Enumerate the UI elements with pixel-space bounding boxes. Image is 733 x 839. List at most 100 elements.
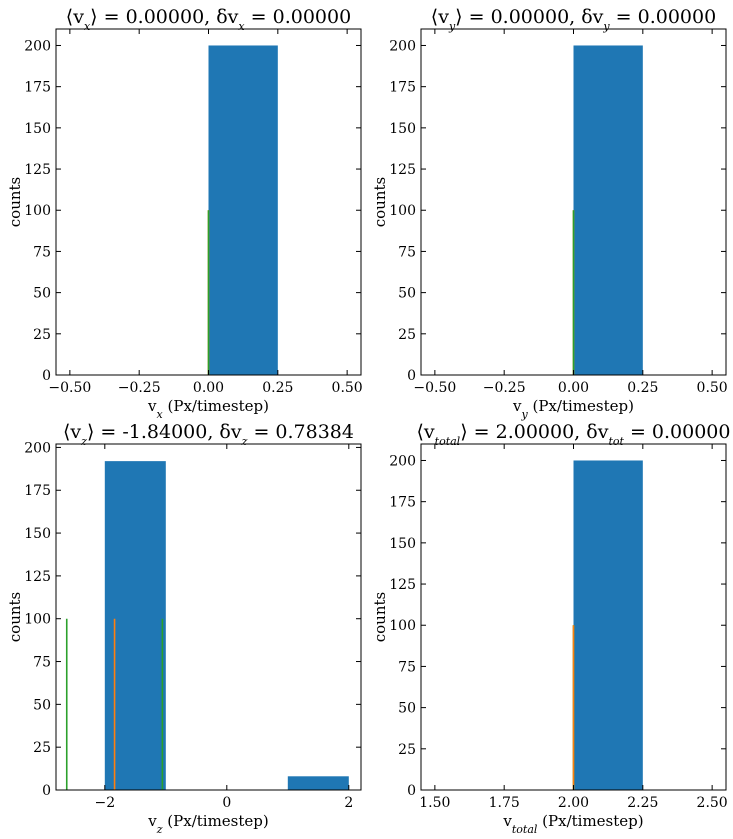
chart-title-subscript: y xyxy=(448,20,456,33)
y-tick-label: 50 xyxy=(398,701,416,717)
y-tick-label: 175 xyxy=(24,80,51,96)
x-tick-label: −0.50 xyxy=(48,380,91,396)
y-tick-label: 175 xyxy=(389,80,416,96)
x-axis-label-part: v xyxy=(147,812,157,830)
y-tick-label: 75 xyxy=(398,659,416,675)
y-tick-label: 50 xyxy=(398,286,416,302)
x-axis-label-subscript: z xyxy=(156,823,163,836)
x-axis-label-part: (Px/timestep) xyxy=(537,812,643,830)
x-tick-label: 1.50 xyxy=(419,795,450,811)
x-tick-label: 2.50 xyxy=(697,795,728,811)
y-tick-label: 125 xyxy=(24,162,51,178)
x-axis-label-subscript: total xyxy=(512,823,538,836)
plot-frame xyxy=(55,443,362,791)
y-tick-label: 75 xyxy=(33,655,51,671)
chart-title-subscript: z xyxy=(80,435,87,448)
chart-title: ⟨vx⟩ = 0.00000, δvx = 0.00000 xyxy=(66,6,351,33)
y-tick-label: 0 xyxy=(407,368,416,384)
y-tick-label: 200 xyxy=(389,38,416,54)
x-tick-label: −0.25 xyxy=(118,380,161,396)
y-axis-label: counts xyxy=(6,592,24,642)
y-tick-label: 200 xyxy=(389,453,416,469)
x-tick-label: 0.50 xyxy=(697,380,728,396)
chart-title-part: = 0.00000 xyxy=(610,6,717,28)
y-axis-label: counts xyxy=(371,177,389,227)
y-tick-label: 125 xyxy=(389,577,416,593)
x-tick-label: −0.25 xyxy=(483,380,526,396)
chart-title-part: ⟩ = -1.84000, δv xyxy=(87,421,242,443)
x-axis-label-part: v xyxy=(502,812,512,830)
histogram-bar xyxy=(287,776,349,790)
x-axis-label-part: v xyxy=(147,397,157,415)
x-axis-label: vx (Px/timestep) xyxy=(147,397,269,421)
x-axis-label-part: v xyxy=(512,397,522,415)
y-tick-label: 100 xyxy=(389,203,416,219)
y-tick-label: 150 xyxy=(24,121,51,137)
chart-title-part: ⟨v xyxy=(431,6,449,28)
chart-title-subscript: z xyxy=(241,435,248,448)
y-axis-label: counts xyxy=(371,592,389,642)
y-tick-label: 200 xyxy=(24,38,51,54)
histogram-bar xyxy=(573,460,643,790)
x-tick-label: 0.00 xyxy=(193,380,224,396)
chart-title-subscript: total xyxy=(435,435,461,448)
chart-title: ⟨vy⟩ = 0.00000, δvy = 0.00000 xyxy=(431,6,716,33)
x-axis-label-subscript: x xyxy=(157,408,164,421)
y-tick-label: 75 xyxy=(33,244,51,260)
x-tick-label: 0.50 xyxy=(332,380,363,396)
chart-title-part: = 0.00000 xyxy=(245,6,352,28)
y-tick-label: 150 xyxy=(389,121,416,137)
chart-title-part: ⟩ = 0.00000, δv xyxy=(90,6,238,28)
chart-title: ⟨vz⟩ = -1.84000, δvz = 0.78384 xyxy=(63,421,354,448)
x-axis-label-part: (Px/timestep) xyxy=(163,397,269,415)
y-tick-label: 125 xyxy=(389,162,416,178)
y-tick-label: 125 xyxy=(24,569,51,585)
x-tick-label: 0.00 xyxy=(558,380,589,396)
y-tick-label: 50 xyxy=(33,697,51,713)
y-tick-label: 150 xyxy=(389,536,416,552)
x-axis-label: vy (Px/timestep) xyxy=(512,397,634,421)
subplot-1: −0.50 −0.25 0.00 0.25 0.50 0 25 50 75 100 125 150 17… xyxy=(6,6,363,421)
chart-title-part: = 0.78384 xyxy=(247,421,354,443)
x-tick-label: 2.00 xyxy=(558,795,589,811)
chart-title-part: ⟩ = 0.00000, δv xyxy=(455,6,603,28)
chart-title-part: = 0.00000 xyxy=(624,421,731,443)
y-tick-label: 100 xyxy=(24,203,51,219)
y-axis-label: counts xyxy=(6,177,24,227)
y-tick-label: 0 xyxy=(407,783,416,799)
x-tick-label: 0.25 xyxy=(262,380,293,396)
x-tick-label: 1.75 xyxy=(489,795,520,811)
x-axis-label: vtotal (Px/timestep) xyxy=(502,812,643,836)
chart-title: ⟨vtotal⟩ = 2.00000, δvtot = 0.00000 xyxy=(417,421,731,448)
x-axis-label-part: (Px/timestep) xyxy=(528,397,634,415)
y-tick-label: 25 xyxy=(33,327,51,343)
y-tick-label: 25 xyxy=(398,742,416,758)
x-axis-label-subscript: y xyxy=(521,408,529,421)
x-tick-label: 0.25 xyxy=(627,380,658,396)
chart-title-part: ⟩ = 2.00000, δv xyxy=(460,421,608,443)
chart-title-subscript: x xyxy=(84,20,91,33)
chart-title-subscript: y xyxy=(602,20,610,33)
x-tick-label: −2 xyxy=(94,795,115,811)
chart-title-part: ⟨v xyxy=(63,421,81,443)
x-tick-label: 0 xyxy=(222,795,231,811)
histogram-bar xyxy=(208,45,278,375)
x-tick-label: −0.50 xyxy=(413,380,456,396)
y-tick-label: 175 xyxy=(24,483,51,499)
y-tick-label: 75 xyxy=(398,244,416,260)
x-tick-label: 2 xyxy=(344,795,353,811)
x-tick-label: 2.25 xyxy=(627,795,658,811)
histogram-bar xyxy=(573,45,643,375)
y-tick-label: 150 xyxy=(24,526,51,542)
y-tick-label: 0 xyxy=(42,368,51,384)
chart-title-subscript: x xyxy=(238,20,245,33)
chart-title-part: ⟨v xyxy=(66,6,84,28)
chart-title-part: ⟨v xyxy=(417,421,435,443)
y-tick-label: 175 xyxy=(389,495,416,511)
subplot-4: 1.50 1.75 2.00 2.25 2.50 0 25 50 75 100 125 150 175 2… xyxy=(371,421,730,836)
x-axis-label: vz (Px/timestep) xyxy=(147,812,269,836)
y-tick-label: 25 xyxy=(33,740,51,756)
chart-title-subscript: tot xyxy=(608,435,624,448)
